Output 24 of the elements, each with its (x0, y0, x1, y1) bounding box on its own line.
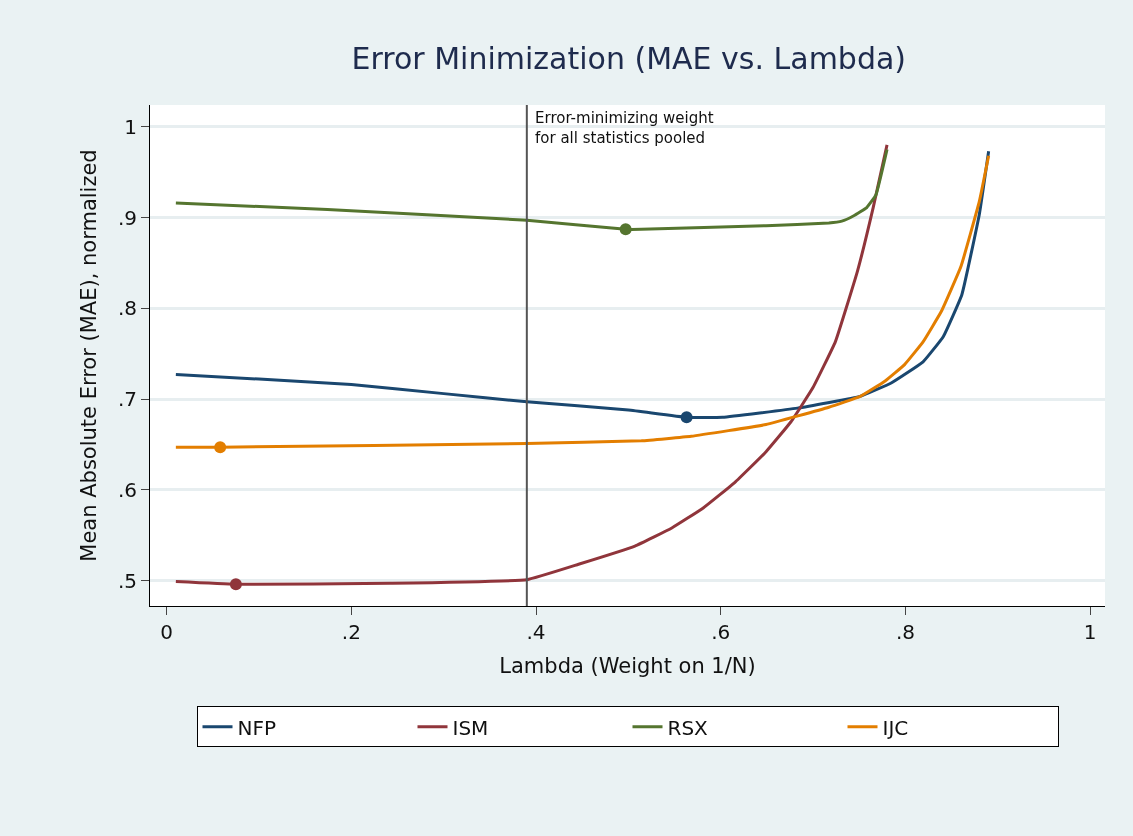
y-tick-label: .9 (117, 205, 137, 230)
point (214, 441, 227, 454)
chart-title: Error Minimization (MAE vs. Lambda) (351, 41, 907, 77)
x-tick-label: .6 (711, 620, 731, 644)
legend-label: NFP (237, 715, 277, 740)
point (680, 411, 693, 424)
y-tick-label: .5 (117, 568, 137, 593)
x-tick-label: .4 (526, 620, 546, 644)
y-tick-label: .6 (117, 477, 137, 502)
y-axis-title: Mean Absolute Error (MAE), normalized (77, 149, 102, 562)
point (619, 223, 632, 236)
legend-label: RSX (667, 715, 709, 740)
point (229, 578, 242, 591)
x-tick-label: .8 (895, 620, 916, 644)
x-tick-label: 0 (160, 620, 173, 644)
x-tick-label: .2 (341, 620, 361, 644)
y-tick-label: .8 (117, 296, 137, 321)
x-axis-title: Lambda (Weight on 1/N) (499, 654, 756, 679)
y-tick-label: .7 (117, 387, 137, 412)
y-tick-label: 1 (124, 114, 137, 139)
ref-line-label: Error-minimizing weight for all statistics pooled (535, 109, 714, 147)
x-tick-label: 1 (1083, 620, 1097, 644)
legend-label: ISM (452, 715, 489, 740)
legend-label: IJC (882, 715, 909, 740)
